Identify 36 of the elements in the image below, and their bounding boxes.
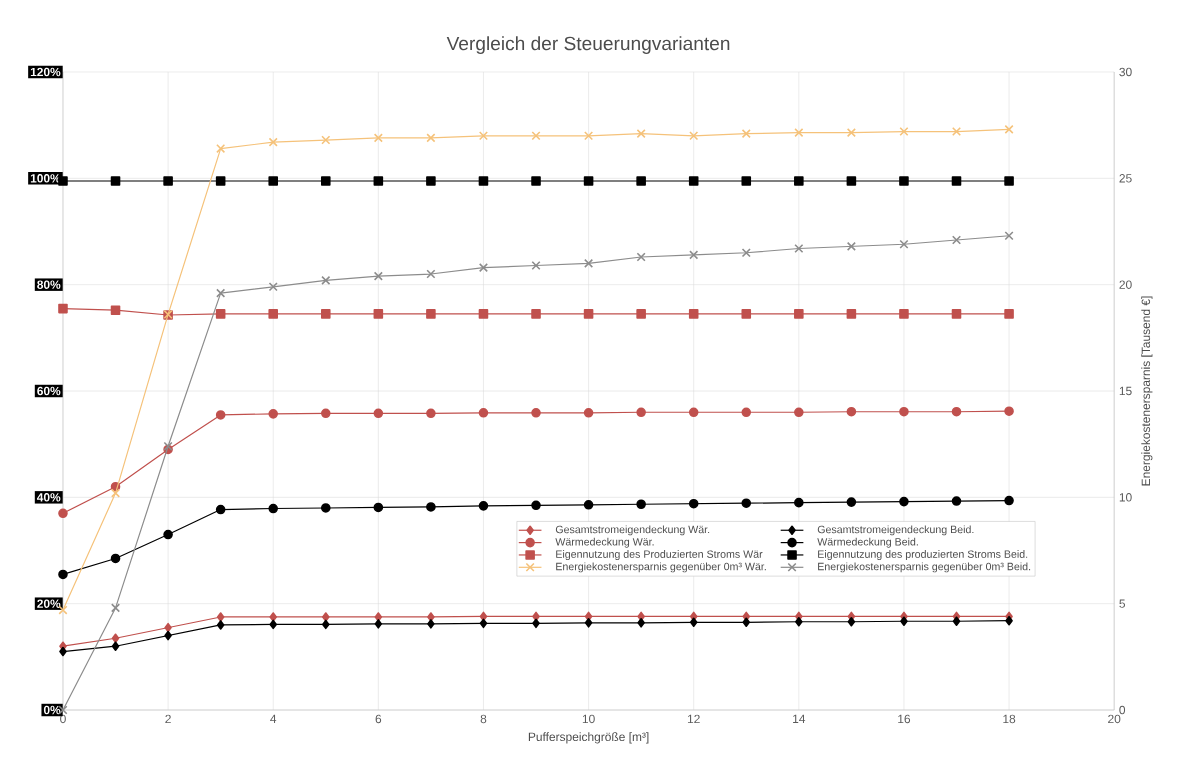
x-tick-label: 18 (1003, 714, 1016, 724)
y-tick-label: 0% (43, 705, 61, 715)
y2-tick-label: 20 (1119, 280, 1132, 289)
y2-tick-label: 30 (1119, 67, 1132, 77)
y2-tick-label: 25 (1119, 174, 1132, 183)
y-tick-label: 40% (36, 493, 61, 502)
x-tick-label: 6 (375, 714, 382, 724)
x-tick-label: 20 (1108, 714, 1121, 724)
y2-tick-label: 0 (1119, 705, 1126, 715)
x-tick-label: 2 (165, 714, 171, 724)
x-tick-label: 10 (582, 714, 595, 724)
x-tick-label: 14 (793, 714, 806, 723)
y-tick-label: 100% (30, 174, 61, 183)
x-tick-label: 16 (898, 714, 911, 724)
y-tick-label: 60% (37, 386, 61, 396)
legend-label: Eigennutzung des produzierten Stroms Beid. (818, 550, 1028, 561)
y2-tick-label: 15 (1119, 386, 1132, 396)
legend-label: Gesamtstromeigendeckung Beid. (817, 525, 974, 536)
x-tick-label: 8 (480, 714, 487, 724)
chart-title: Vergleich der Steuerungvarianten (446, 36, 730, 55)
x-tick-label: 12 (687, 714, 700, 724)
legend-label: Energiekostenersparnis gegenüber 0m³ Beid. (818, 562, 1031, 573)
legend-label: Eigennutzung des Produzierten Stroms Wär (556, 550, 763, 561)
y2-tick-label: 5 (1119, 599, 1126, 608)
x-tick-label: 0 (60, 714, 66, 724)
legend-label: Wärmedeckung Beid. (817, 537, 918, 548)
legend-label: Wärmedeckung Wär. (555, 537, 654, 548)
x-tick-label: 4 (270, 714, 277, 723)
x-axis-title: Pufferspeichgröße [m³] (528, 732, 649, 744)
y2-tick-label: 10 (1119, 493, 1132, 502)
legend-label: Energiekostenersparnis gegenüber 0m³ Wär. (556, 562, 766, 573)
legend-label: Gesamtstromeigendeckung Wär. (555, 525, 710, 536)
y-tick-label: 120% (30, 67, 61, 77)
y-tick-label: 80% (37, 280, 61, 289)
y-tick-label: 20% (37, 599, 61, 608)
y2-axis-title: Energiekostenersparnis [Tausend €] (1141, 296, 1153, 486)
